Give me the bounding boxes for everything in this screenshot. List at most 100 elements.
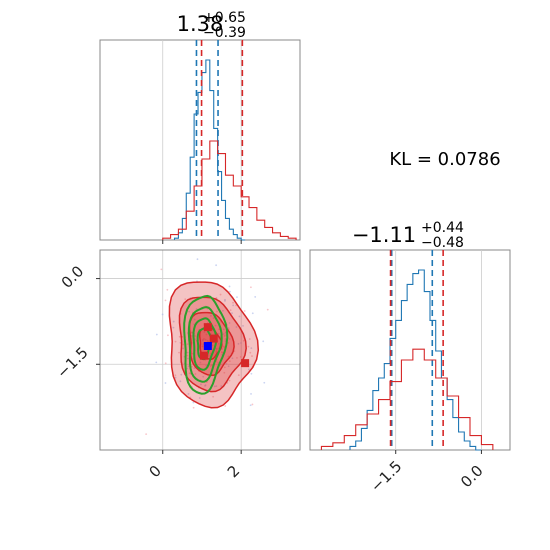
scatter-point	[193, 318, 196, 321]
scatter-point	[222, 309, 224, 312]
scatter-point	[222, 333, 225, 335]
scatter-point	[250, 372, 253, 375]
scatter-point	[164, 299, 167, 302]
scatter-point	[224, 298, 226, 301]
scatter-point	[251, 312, 254, 315]
scatter-point	[232, 304, 235, 307]
scatter-point	[191, 358, 194, 360]
scatter-point	[172, 326, 175, 329]
hist-panel-param1-frame	[99, 39, 301, 241]
scatter-point	[205, 364, 208, 367]
scatter-point	[186, 357, 189, 360]
scatter-point	[210, 314, 212, 317]
scatter-point	[217, 332, 220, 335]
scatter-point	[251, 355, 253, 357]
marker-4	[203, 342, 212, 350]
scatter-point	[178, 351, 180, 354]
scatter-point	[229, 290, 231, 293]
param1-title: 1.38	[177, 12, 224, 36]
scatter-point	[242, 339, 245, 342]
scatter-point	[215, 347, 218, 350]
scatter-point	[238, 315, 241, 318]
scatter-point	[192, 406, 195, 409]
scatter-point	[219, 293, 222, 296]
param2-y-tick-label: −1.5	[53, 344, 91, 382]
scatter-point	[211, 344, 214, 347]
scatter-point	[190, 334, 193, 337]
scatter-point	[228, 285, 231, 288]
scatter-point	[228, 379, 231, 382]
param1-title-main: 1.38	[177, 12, 224, 36]
scatter-point	[223, 345, 225, 348]
scatter-point	[166, 288, 169, 291]
scatter-point	[223, 366, 226, 369]
scatter-point	[198, 397, 201, 399]
joint-panel	[99, 249, 301, 451]
scatter-point	[223, 371, 226, 374]
scatter-point	[188, 372, 191, 375]
scatter-point	[232, 301, 234, 304]
series-0-histogram-param2	[349, 269, 482, 451]
scatter-point	[215, 385, 218, 388]
joint-panel-frame	[99, 249, 301, 451]
scatter-point	[235, 304, 237, 307]
scatter-point	[249, 351, 252, 354]
scatter-point	[213, 385, 216, 388]
scatter-point	[184, 298, 187, 301]
scatter-point	[216, 310, 218, 313]
param2-y-tick-label: 0.0	[58, 262, 88, 292]
scatter-point	[195, 308, 198, 310]
scatter-point	[235, 326, 238, 328]
scatter-point	[262, 340, 265, 343]
contour-1-level-2	[192, 317, 218, 371]
scatter-point	[240, 342, 242, 344]
param1-x-tick-label: 2	[224, 462, 243, 481]
scatter-point	[155, 361, 158, 364]
scatter-point	[251, 403, 254, 406]
scatter-point	[248, 338, 251, 340]
scatter-point	[180, 373, 183, 376]
param2-x-tick-label: 0.0	[457, 462, 487, 492]
marker-0	[203, 323, 212, 332]
scatter-point	[227, 341, 230, 344]
scatter-point	[249, 286, 252, 289]
param1-title-sup: +0.65	[203, 10, 246, 26]
scatter-point	[249, 404, 252, 407]
scatter-point	[225, 362, 228, 365]
scatter-point	[174, 376, 177, 379]
scatter-point	[215, 350, 218, 352]
scatter-point	[178, 335, 181, 338]
scatter-point	[250, 393, 252, 395]
scatter-point	[227, 355, 230, 358]
scatter-point	[187, 365, 190, 368]
scatter-point	[220, 351, 223, 353]
kl-annotation: KL = 0.0786	[389, 149, 500, 170]
scatter-point	[218, 342, 220, 345]
hist-panel-param1	[99, 39, 301, 241]
scatter-point	[155, 333, 158, 336]
scatter-point	[160, 268, 163, 271]
scatter-point	[228, 338, 231, 340]
scatter-point	[212, 395, 215, 398]
contour-1-level-0	[183, 294, 229, 395]
scatter-point	[243, 310, 246, 312]
scatter-point	[237, 342, 240, 345]
scatter-point	[239, 356, 242, 358]
scatter-point	[203, 331, 206, 333]
scatter-point	[201, 345, 204, 348]
scatter-point	[242, 324, 244, 327]
scatter-point	[228, 360, 231, 363]
scatter-point	[172, 320, 175, 323]
scatter-point	[187, 393, 190, 395]
scatter-point	[192, 401, 195, 404]
marker-2	[241, 359, 250, 368]
param1-title-sub: −0.39	[203, 25, 246, 41]
scatter-point	[221, 348, 224, 350]
scatter-point	[214, 324, 217, 327]
scatter-point	[186, 354, 189, 357]
scatter-point	[191, 331, 193, 334]
hist-panel-param2-frame	[309, 249, 511, 451]
scatter-point	[164, 382, 167, 384]
scatter-point	[174, 340, 177, 343]
